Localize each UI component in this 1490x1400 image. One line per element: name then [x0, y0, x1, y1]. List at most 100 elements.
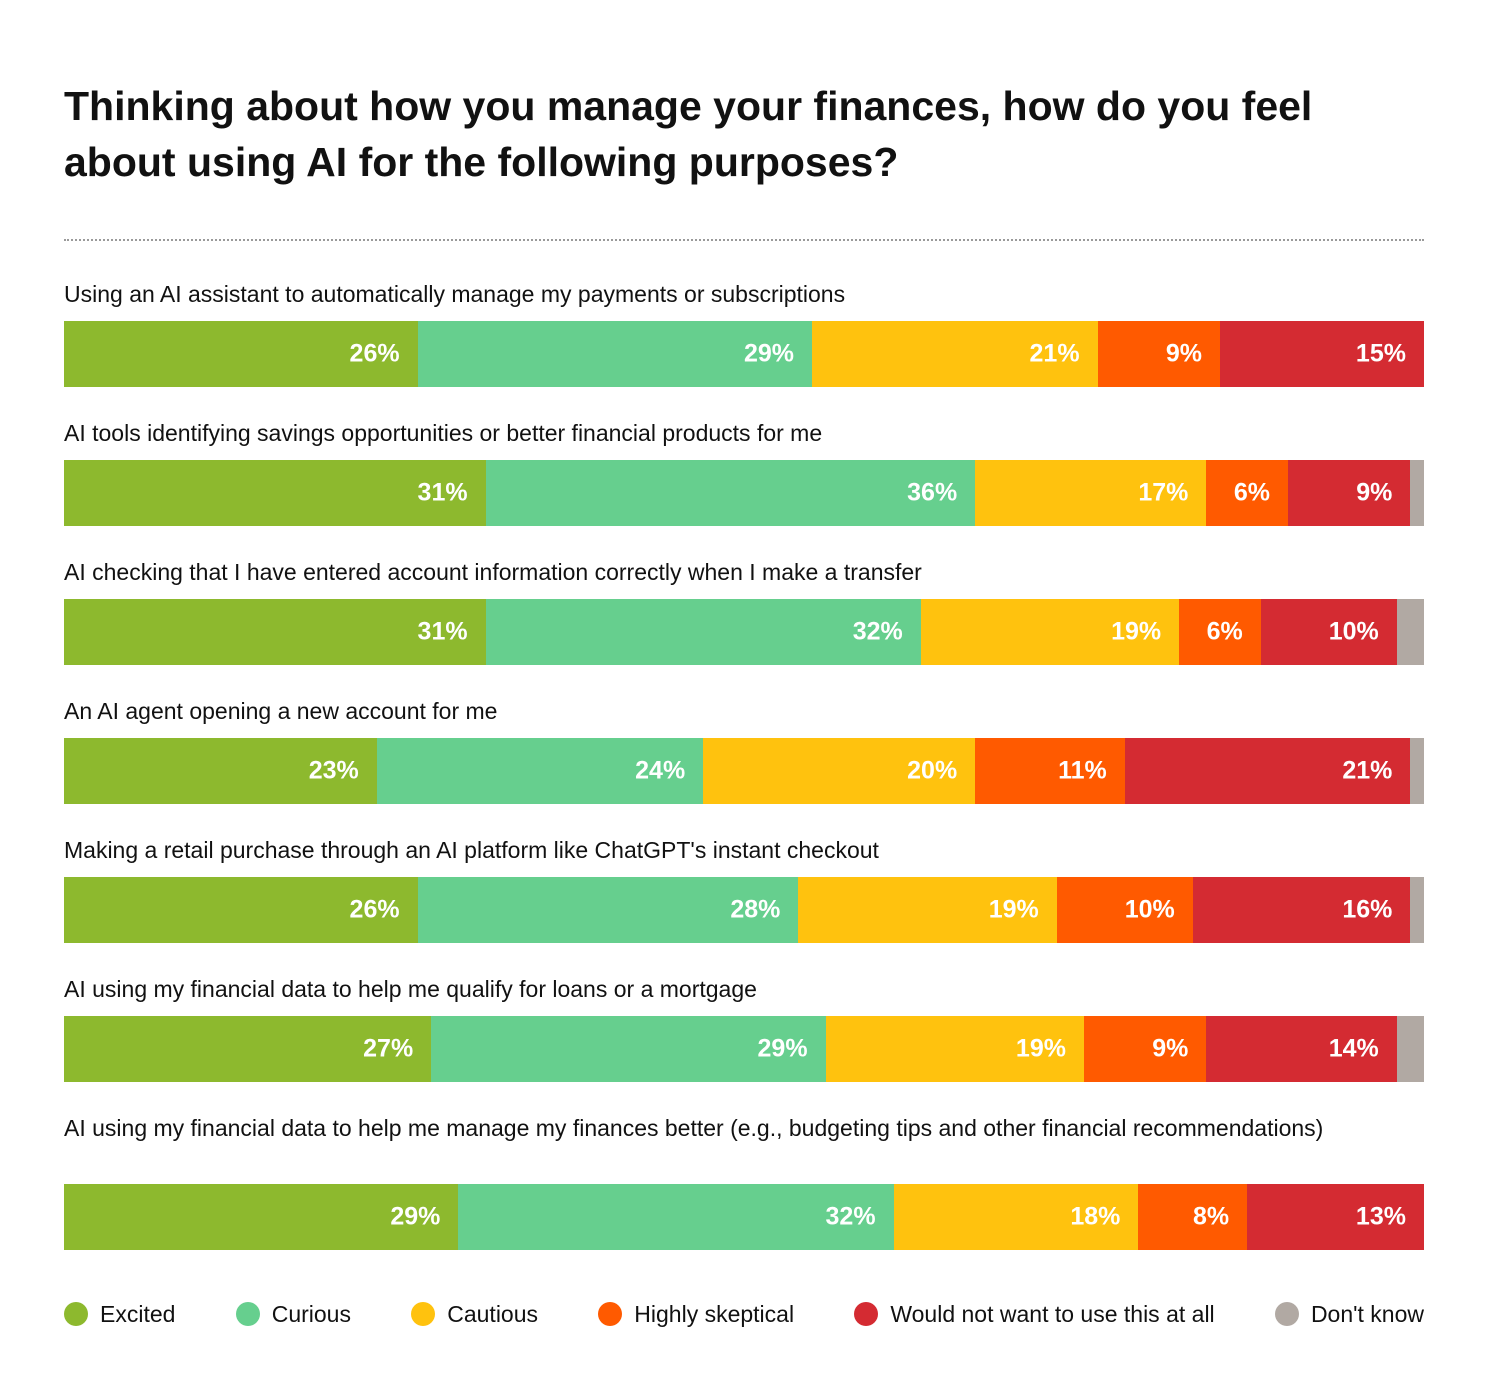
- data-label: 26%: [349, 339, 400, 368]
- bar-segment-curious: 32%: [485, 599, 921, 665]
- data-label: 20%: [907, 756, 958, 785]
- data-label: 6%: [1206, 617, 1243, 646]
- legend-label: Highly skeptical: [634, 1300, 795, 1327]
- data-label: 19%: [1111, 617, 1162, 646]
- data-label: 24%: [635, 756, 686, 785]
- data-label: 32%: [852, 617, 903, 646]
- bar-row: AI tools identifying savings opportuniti…: [64, 419, 1424, 526]
- bar-segment-would-not-want-to-use-this-at-all: 15%: [1219, 321, 1424, 387]
- data-label: 29%: [390, 1202, 441, 1231]
- stacked-bar: 23% 24% 20% 11% 21%: [64, 738, 1424, 804]
- data-label: 9%: [1356, 478, 1393, 507]
- data-label: 28%: [730, 895, 781, 924]
- data-label: 23%: [308, 756, 359, 785]
- chart-legend: Excited Curious Cautious Highly skeptical Wo…: [64, 1298, 1424, 1330]
- bar-segment-curious: 24%: [376, 738, 704, 804]
- bar-segment-excited: 27%: [64, 1016, 432, 1082]
- bar-segment-cautious: 17%: [975, 460, 1207, 526]
- bar-segment-excited: 23%: [64, 738, 377, 804]
- bar-row: Making a retail purchase through an AI p…: [64, 836, 1424, 943]
- data-label: 15%: [1355, 339, 1406, 368]
- bar-segment-don-t-know: [1410, 738, 1424, 804]
- bar-segment-highly-skeptical: 6%: [1179, 599, 1261, 665]
- data-label: 10%: [1328, 617, 1379, 646]
- bar-segment-cautious: 21%: [811, 321, 1098, 387]
- bar-segment-excited: 31%: [64, 599, 486, 665]
- legend-item: Curious: [235, 1300, 351, 1328]
- stacked-bar: 27% 29% 19% 9% 14%: [64, 1016, 1424, 1082]
- legend-item: Highly skeptical: [598, 1301, 794, 1328]
- data-label: 31%: [417, 478, 468, 507]
- stacked-bar: 31% 32% 19% 6% 10%: [64, 599, 1424, 665]
- data-label: 26%: [349, 895, 400, 924]
- data-label: 19%: [1015, 1034, 1066, 1063]
- chart-title: Thinking about how you manage your finan…: [64, 83, 1313, 185]
- legend-label: Excited: [100, 1300, 176, 1327]
- data-label: 36%: [907, 478, 958, 507]
- bar-segment-cautious: 19%: [825, 1016, 1084, 1082]
- bar-row: AI checking that I have entered account …: [64, 558, 1424, 665]
- category-label: AI checking that I have entered account …: [64, 559, 922, 585]
- stacked-bar: 26% 28% 19% 10% 16%: [64, 877, 1424, 943]
- bar-segment-curious: 29%: [431, 1016, 826, 1082]
- bar-segment-don-t-know: [1410, 877, 1424, 943]
- bar-segment-curious: 28%: [417, 877, 799, 943]
- category-label: Using an AI assistant to automatically m…: [64, 281, 846, 307]
- bar-row: AI using my financial data to help me qu…: [64, 975, 1424, 1082]
- bar-segment-cautious: 19%: [920, 599, 1180, 665]
- data-label: 32%: [825, 1202, 876, 1231]
- data-label: 9%: [1165, 339, 1202, 368]
- bar-segment-highly-skeptical: 6%: [1206, 460, 1288, 526]
- bar-segment-excited: 26%: [64, 321, 418, 387]
- bar-row: An AI agent opening a new account for me…: [64, 697, 1424, 804]
- bar-segment-excited: 29%: [64, 1184, 459, 1250]
- legend-item: Excited: [64, 1301, 175, 1328]
- data-label: 9%: [1152, 1034, 1189, 1063]
- bar-segment-highly-skeptical: 8%: [1138, 1184, 1248, 1250]
- stacked-bar: 26% 29% 21% 9% 15%: [64, 321, 1424, 387]
- data-label: 21%: [1029, 339, 1080, 368]
- bar-segment-would-not-want-to-use-this-at-all: 13%: [1247, 1184, 1424, 1250]
- data-label: 19%: [988, 895, 1039, 924]
- bar-segment-curious: 36%: [485, 460, 976, 526]
- data-label: 29%: [757, 1034, 808, 1063]
- legend-label: Don't know: [1310, 1300, 1424, 1327]
- data-label: 6%: [1233, 478, 1270, 507]
- legend-item: Don't know: [1274, 1300, 1424, 1328]
- legend-label: Would not want to use this at all: [890, 1300, 1215, 1327]
- bar-segment-highly-skeptical: 11%: [975, 738, 1125, 804]
- bar-segment-cautious: 19%: [798, 877, 1057, 943]
- bar-segment-would-not-want-to-use-this-at-all: 16%: [1192, 877, 1411, 943]
- bar-segment-curious: 29%: [417, 321, 812, 387]
- stacked-bar: 29% 32% 18% 8% 13%: [64, 1184, 1424, 1250]
- legend-swatch: [1274, 1302, 1299, 1326]
- data-label: 29%: [743, 339, 794, 368]
- data-label: 31%: [417, 617, 468, 646]
- bar-segment-highly-skeptical: 9%: [1097, 321, 1220, 387]
- bar-segment-would-not-want-to-use-this-at-all: 14%: [1206, 1016, 1397, 1082]
- bar-segment-excited: 31%: [64, 460, 486, 526]
- legend-swatch: [411, 1302, 436, 1326]
- bar-segment-cautious: 18%: [893, 1184, 1139, 1250]
- data-label: 14%: [1328, 1034, 1379, 1063]
- category-label: AI using my financial data to help me ma…: [64, 1115, 1324, 1141]
- legend-item: Would not want to use this at all: [854, 1300, 1215, 1328]
- bar-segment-don-t-know: [1410, 460, 1424, 526]
- data-label: 8%: [1193, 1202, 1230, 1231]
- bar-segment-would-not-want-to-use-this-at-all: 10%: [1260, 599, 1397, 665]
- legend-item: Cautious: [411, 1301, 538, 1328]
- data-label: 27%: [363, 1034, 414, 1063]
- legend-label: Cautious: [447, 1300, 539, 1327]
- bar-row: Using an AI assistant to automatically m…: [64, 280, 1424, 387]
- legend-label: Curious: [271, 1300, 351, 1327]
- stacked-bar: 31% 36% 17% 6% 9%: [64, 460, 1424, 526]
- data-label: 21%: [1342, 756, 1393, 785]
- data-label: 16%: [1342, 895, 1393, 924]
- category-label: AI using my financial data to help me qu…: [64, 976, 757, 1002]
- bar-segment-don-t-know: [1396, 1016, 1424, 1082]
- bar-segment-don-t-know: [1396, 599, 1424, 665]
- data-label: 17%: [1138, 478, 1189, 507]
- bar-segment-would-not-want-to-use-this-at-all: 21%: [1124, 738, 1411, 804]
- bar-segment-would-not-want-to-use-this-at-all: 9%: [1287, 460, 1411, 526]
- data-label: 13%: [1355, 1202, 1406, 1231]
